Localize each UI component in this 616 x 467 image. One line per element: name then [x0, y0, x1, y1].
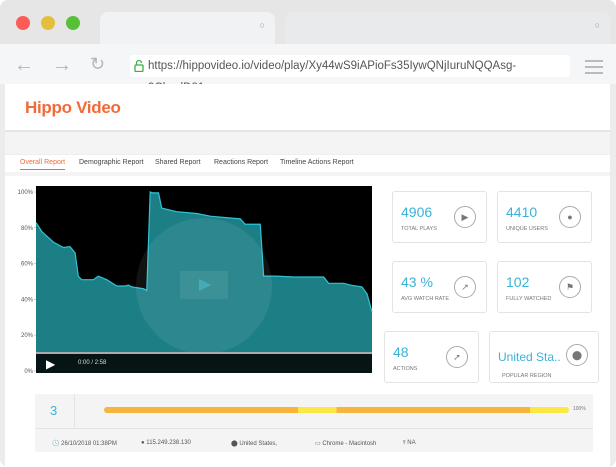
tab-close-icon[interactable]: ○ [594, 20, 600, 30]
session-meta [35, 428, 593, 452]
stat-label: UNIQUE USERS [506, 226, 548, 232]
session-datetime: 🕓 26/10/2018 01:38PM [52, 441, 117, 447]
minimize-window-button[interactable] [41, 16, 55, 30]
tab-timeline-actions-report[interactable]: Timeline Actions Report [280, 159, 354, 166]
stat-label: ACTIONS [393, 366, 418, 372]
close-window-button[interactable] [16, 16, 30, 30]
trend-icon: ↗ [454, 276, 476, 298]
y-tick-label: 0% [24, 369, 33, 375]
stat-card-fully-watched: 102 FULLY WATCHED ⚑ [497, 261, 592, 313]
stat-value: 4906 [401, 204, 433, 220]
network-text: NA [407, 440, 416, 446]
tab-close-icon[interactable]: ○ [259, 20, 265, 30]
stat-label: FULLY WATCHED [506, 296, 552, 302]
logo[interactable]: Hippo Video [25, 98, 121, 117]
tab-overall-report[interactable]: Overall Report [20, 159, 66, 170]
report-tabs: Overall Report Demographic Report Shared… [5, 154, 610, 172]
ip-text: 115.249.238.130 [146, 440, 191, 446]
stat-value: 43 % [401, 274, 433, 290]
y-tick-label: 60% [21, 262, 34, 268]
flag-icon: ⚑ [559, 276, 581, 298]
watch-progress-bar [104, 407, 569, 413]
lock-icon [134, 59, 144, 72]
stat-value: 102 [506, 274, 530, 290]
tab-reactions-report[interactable]: Reactions Report [214, 159, 269, 166]
device-text: Chrome - Macintosh [322, 441, 377, 447]
video-controls: ▶ 0:00 / 2:58 [36, 352, 372, 373]
cursor-icon: ➚ [446, 346, 468, 368]
play-button[interactable]: ▶ [46, 357, 56, 371]
page: Hippo Video Overall Report Demographic R… [5, 84, 610, 467]
session-row[interactable]: 3 100% 🕓 26/10/2018 01:38PM ● 115.249.23… [35, 394, 593, 452]
play-overlay-icon [199, 279, 211, 291]
y-tick-label: 80% [21, 226, 34, 232]
address-bar[interactable]: https://hippovideo.io/video/play/Xy44wS9… [130, 55, 570, 94]
user-icon: ● [559, 206, 581, 228]
session-network: ⫯ NA [403, 440, 416, 446]
session-location: ⬤ United States, [231, 441, 278, 447]
stat-label: AVG WATCH RATE [401, 296, 450, 302]
forward-icon[interactable]: → [52, 54, 72, 76]
stat-card-total-plays: 4906 TOTAL PLAYS ▶ [392, 191, 487, 243]
retention-line [35, 191, 373, 313]
back-icon[interactable]: ← [14, 54, 34, 76]
maximize-window-button[interactable] [66, 16, 80, 30]
stat-card-avg-watch-rate: 43 % AVG WATCH RATE ↗ [392, 261, 487, 313]
session-device: ▭ Chrome - Macintosh [315, 441, 377, 447]
stat-card-unique-users: 4410 UNIQUE USERS ● [497, 191, 592, 243]
play-icon: ▶ [454, 206, 476, 228]
stat-value: 4410 [506, 204, 538, 220]
reload-icon[interactable]: ↻ [90, 54, 106, 74]
retention-chart: 100% 80% 60% 40% 20% 0% [18, 186, 373, 375]
location-text: United States, [239, 441, 278, 447]
stat-value: 48 [393, 344, 409, 360]
session-count: 3 [50, 403, 58, 418]
browser-tab[interactable]: ○ [285, 12, 610, 44]
stat-label: POPULAR REGION [502, 373, 552, 379]
datetime-text: 26/10/2018 01:38PM [61, 441, 117, 447]
session-count-cell: 3 [35, 394, 75, 428]
title-bar: ○ ○ [0, 0, 616, 44]
location-icon: ⬤ [566, 344, 588, 366]
stat-label: TOTAL PLAYS [401, 226, 437, 232]
app-header: Hippo Video [5, 84, 610, 132]
session-ip: ● 115.249.238.130 [141, 440, 191, 446]
video-time: 0:00 / 2:58 [78, 360, 107, 366]
menu-icon[interactable] [585, 60, 603, 78]
y-tick-label: 20% [21, 333, 34, 339]
tab-demographic-report[interactable]: Demographic Report [79, 159, 144, 166]
y-tick-label: 40% [21, 297, 34, 303]
stat-value: United Sta.. [498, 350, 561, 364]
main-content: 100% 80% 60% 40% 20% 0% ▶ 0:00 / 2:58 4906 TOT… [5, 176, 610, 467]
stat-card-actions: 48 ACTIONS ➚ [384, 331, 479, 383]
stat-card-popular-region: United Sta.. POPULAR REGION ⬤ [489, 331, 599, 383]
browser-tab[interactable]: ○ [100, 12, 275, 44]
tab-shared-report[interactable]: Shared Report [155, 159, 201, 166]
y-tick-label: 100% [18, 190, 34, 196]
progress-label: 100% [573, 406, 586, 412]
